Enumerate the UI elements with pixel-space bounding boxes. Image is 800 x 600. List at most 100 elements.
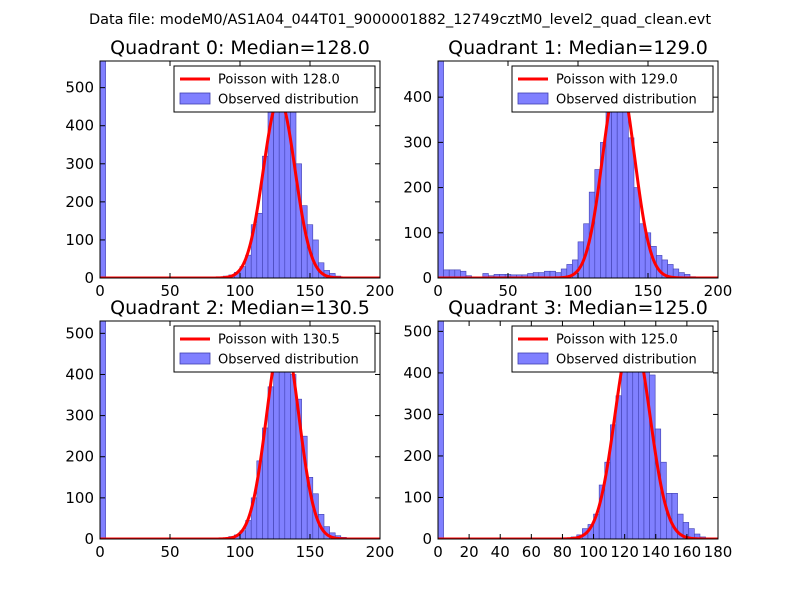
quadrant-3-plot-area xyxy=(438,321,718,539)
y-tick-label: 0 xyxy=(422,269,432,287)
poisson-curve xyxy=(100,331,380,539)
histogram-bar xyxy=(267,386,274,539)
y-tick-label: 100 xyxy=(65,231,94,249)
histogram-bar xyxy=(633,187,640,278)
quadrant-1-title: Quadrant 1: Median=129.0 xyxy=(448,37,708,59)
x-tick-label: 100 xyxy=(564,282,593,300)
quadrant-0-title: Quadrant 0: Median=128.0 xyxy=(110,37,370,59)
x-tick-label: 100 xyxy=(226,282,255,300)
histogram-bar xyxy=(100,61,106,278)
y-tick-label: 500 xyxy=(65,324,94,342)
y-tick-label: 500 xyxy=(403,322,432,340)
x-tick-label: 200 xyxy=(704,282,733,300)
quadrant-2-legend: Poisson with 130.5 Observed distribution xyxy=(173,325,376,373)
x-tick-label: 100 xyxy=(226,543,255,561)
y-tick-label: 300 xyxy=(65,155,94,173)
y-tick-label: 300 xyxy=(65,407,94,425)
y-tick-label: 0 xyxy=(84,530,94,548)
histogram-bar xyxy=(438,321,444,539)
legend-bar-swatch xyxy=(179,92,211,105)
quadrant-3-title: Quadrant 3: Median=125.0 xyxy=(448,297,708,319)
legend-bar-swatch xyxy=(179,352,211,365)
quadrant-0-plot-area xyxy=(100,61,380,278)
x-tick-label: 140 xyxy=(641,543,670,561)
legend-label-observed: Observed distribution xyxy=(218,353,359,368)
y-tick-label: 100 xyxy=(65,489,94,507)
x-tick-label: 100 xyxy=(579,543,608,561)
legend-label-poisson: Poisson with 129.0 xyxy=(556,73,678,88)
x-tick-label: 0 xyxy=(95,282,105,300)
x-tick-label: 180 xyxy=(704,543,733,561)
histogram-bar xyxy=(256,212,263,278)
y-tick-label: 100 xyxy=(403,224,432,242)
legend-label-observed: Observed distribution xyxy=(556,93,697,108)
x-tick-label: 0 xyxy=(95,543,105,561)
quadrant-0-panel: 0 50 100 150 200 0 100 200 300 400 500 Quadrant 0: … xyxy=(65,37,394,300)
y-tick-label: 400 xyxy=(65,365,94,383)
y-tick-label: 200 xyxy=(403,447,432,465)
x-tick-label: 200 xyxy=(366,282,395,300)
x-tick-label: 20 xyxy=(460,543,479,561)
histogram-bar xyxy=(284,353,291,539)
legend-label-observed: Observed distribution xyxy=(556,353,697,368)
legend-bar-swatch xyxy=(517,92,549,105)
quadrant-1-panel: 0 50 100 150 200 0 100 200 300 400 Quadrant 1: Med… xyxy=(403,37,732,300)
y-tick-label: 100 xyxy=(403,488,432,506)
x-tick-label: 150 xyxy=(634,282,663,300)
x-tick-label: 150 xyxy=(296,543,325,561)
histogram-bar xyxy=(290,374,297,539)
y-tick-label: 0 xyxy=(84,269,94,287)
x-tick-label: 60 xyxy=(522,543,541,561)
x-tick-label: 200 xyxy=(366,543,395,561)
histogram-bar xyxy=(649,374,656,539)
legend-label-poisson: Poisson with 125.0 xyxy=(556,333,678,348)
y-tick-label: 300 xyxy=(403,405,432,423)
quadrant-1-legend: Poisson with 129.0 Observed distribution xyxy=(511,65,714,113)
figure-suptitle: Data file: modeM0/AS1A04_044T01_90000018… xyxy=(89,12,711,28)
x-tick-label: 0 xyxy=(433,282,443,300)
x-tick-label: 120 xyxy=(610,543,639,561)
y-tick-label: 400 xyxy=(403,88,432,106)
x-tick-label: 40 xyxy=(491,543,510,561)
y-tick-label: 0 xyxy=(422,530,432,548)
y-tick-label: 300 xyxy=(403,133,432,151)
y-tick-label: 200 xyxy=(403,179,432,197)
y-tick-label: 400 xyxy=(65,117,94,135)
x-tick-label: 50 xyxy=(498,282,517,300)
x-tick-label: 0 xyxy=(433,543,443,561)
histogram-bar xyxy=(622,96,629,278)
quadrant-0-legend: Poisson with 128.0 Observed distribution xyxy=(173,65,376,113)
quadrant-2-plot-area xyxy=(100,321,380,539)
histogram-bar xyxy=(628,137,635,278)
x-tick-label: 50 xyxy=(160,282,179,300)
quadrant-3-legend: Poisson with 125.0 Observed distribution xyxy=(511,325,714,373)
quadrant-2-panel: 0 50 100 150 200 0 100 200 300 400 500 Quadrant 2: … xyxy=(65,297,394,561)
histogram-bar xyxy=(694,533,701,539)
axes-frame xyxy=(437,320,719,540)
histogram-bar xyxy=(460,270,467,278)
histogram-bar xyxy=(438,61,444,278)
legend-label-observed: Observed distribution xyxy=(218,93,359,108)
quadrant-2-title: Quadrant 2: Median=130.5 xyxy=(110,297,370,319)
legend-label-poisson: Poisson with 128.0 xyxy=(218,73,340,88)
histogram-bar xyxy=(639,223,646,278)
poisson-curve xyxy=(100,97,380,278)
legend-label-poisson: Poisson with 130.5 xyxy=(218,333,340,348)
x-tick-label: 160 xyxy=(673,543,702,561)
histogram-bar xyxy=(615,395,622,539)
y-tick-label: 400 xyxy=(403,364,432,382)
histogram-bar xyxy=(621,368,628,539)
x-tick-label: 150 xyxy=(296,282,325,300)
poisson-curve xyxy=(438,75,718,278)
x-tick-label: 50 xyxy=(160,543,179,561)
legend-box xyxy=(511,325,714,373)
y-tick-label: 200 xyxy=(65,193,94,211)
histogram-bar xyxy=(100,321,106,539)
y-tick-label: 500 xyxy=(65,79,94,97)
quadrant-3-panel: 0 20 40 60 80 100 120 140 160 1800100200300400500… xyxy=(403,297,732,561)
legend-bar-swatch xyxy=(517,352,549,365)
poisson-curve xyxy=(438,331,718,539)
y-tick-label: 200 xyxy=(65,448,94,466)
x-tick-label: 80 xyxy=(553,543,572,561)
